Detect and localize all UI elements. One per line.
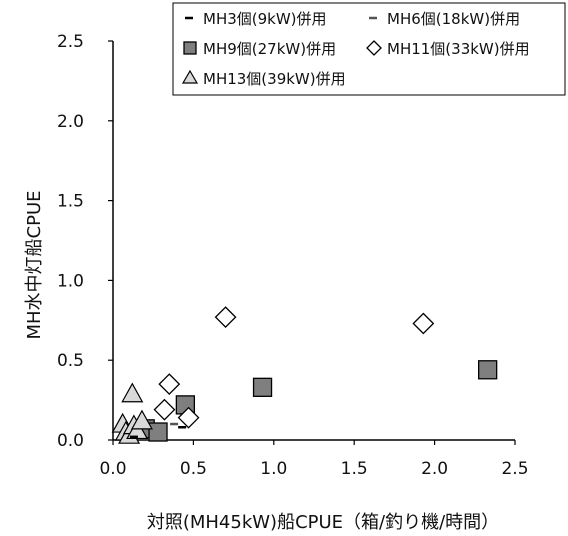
legend-label: MH3個(9kW)併用: [203, 10, 327, 28]
y-tick-label: 0.5: [57, 351, 84, 371]
tick-labels: 0.0 0.5 1.0 1.5 2.0 2.5 0.0 0.5 1.0 1.5 2.0 2.5: [57, 32, 529, 479]
legend-swatch: [366, 40, 382, 56]
legend-label: MH13個(39kW)併用: [203, 70, 346, 88]
data-point: [158, 373, 181, 396]
legend-item: MH9個(27kW)併用: [183, 40, 336, 58]
y-tick-label: 2.5: [57, 32, 84, 52]
data-point: [252, 377, 273, 397]
legend-swatch: [183, 41, 197, 55]
data-point: [177, 406, 200, 429]
legend-label: MH11個(33kW)併用: [387, 40, 530, 58]
y-axis-label: MH水中灯船CPUE: [24, 190, 45, 339]
x-tick-label: 2.0: [421, 459, 448, 479]
legend-item: MH6個(18kW)併用: [369, 10, 520, 28]
legend-item: MH11個(33kW)併用: [366, 40, 530, 58]
x-tick-label: 0.0: [99, 459, 126, 479]
data-point: [214, 306, 237, 329]
axes: [112, 41, 515, 441]
data-point: [153, 398, 176, 421]
legend-label: MH9個(27kW)併用: [203, 40, 336, 58]
data-point: [412, 312, 435, 335]
data-point: [478, 360, 498, 380]
x-tick-label: 1.5: [341, 459, 368, 479]
data-point: [148, 422, 168, 442]
legend-item: MH3個(9kW)併用: [185, 10, 327, 28]
data-points: [111, 306, 498, 444]
data-point: [121, 382, 144, 403]
data-point: [130, 409, 153, 430]
x-axis-label: 対照(MH45kW)船CPUE（箱/釣り機/時間）: [147, 512, 499, 533]
y-tick-label: 1.5: [57, 192, 84, 212]
y-tick-label: 0.0: [57, 431, 84, 451]
legend-swatch: [181, 69, 199, 84]
legend-item: MH13個(39kW)併用: [181, 69, 346, 88]
legend: MH3個(9kW)併用 MH6個(18kW)併用 MH9個(27kW)併用 MH11個…: [172, 2, 566, 96]
y-tick-label: 1.0: [57, 271, 84, 291]
legend-label: MH6個(18kW)併用: [387, 10, 520, 28]
x-tick-label: 1.0: [260, 459, 287, 479]
x-tick-label: 0.5: [180, 459, 207, 479]
x-tick-label: 2.5: [501, 459, 528, 479]
y-tick-label: 2.0: [57, 112, 84, 132]
